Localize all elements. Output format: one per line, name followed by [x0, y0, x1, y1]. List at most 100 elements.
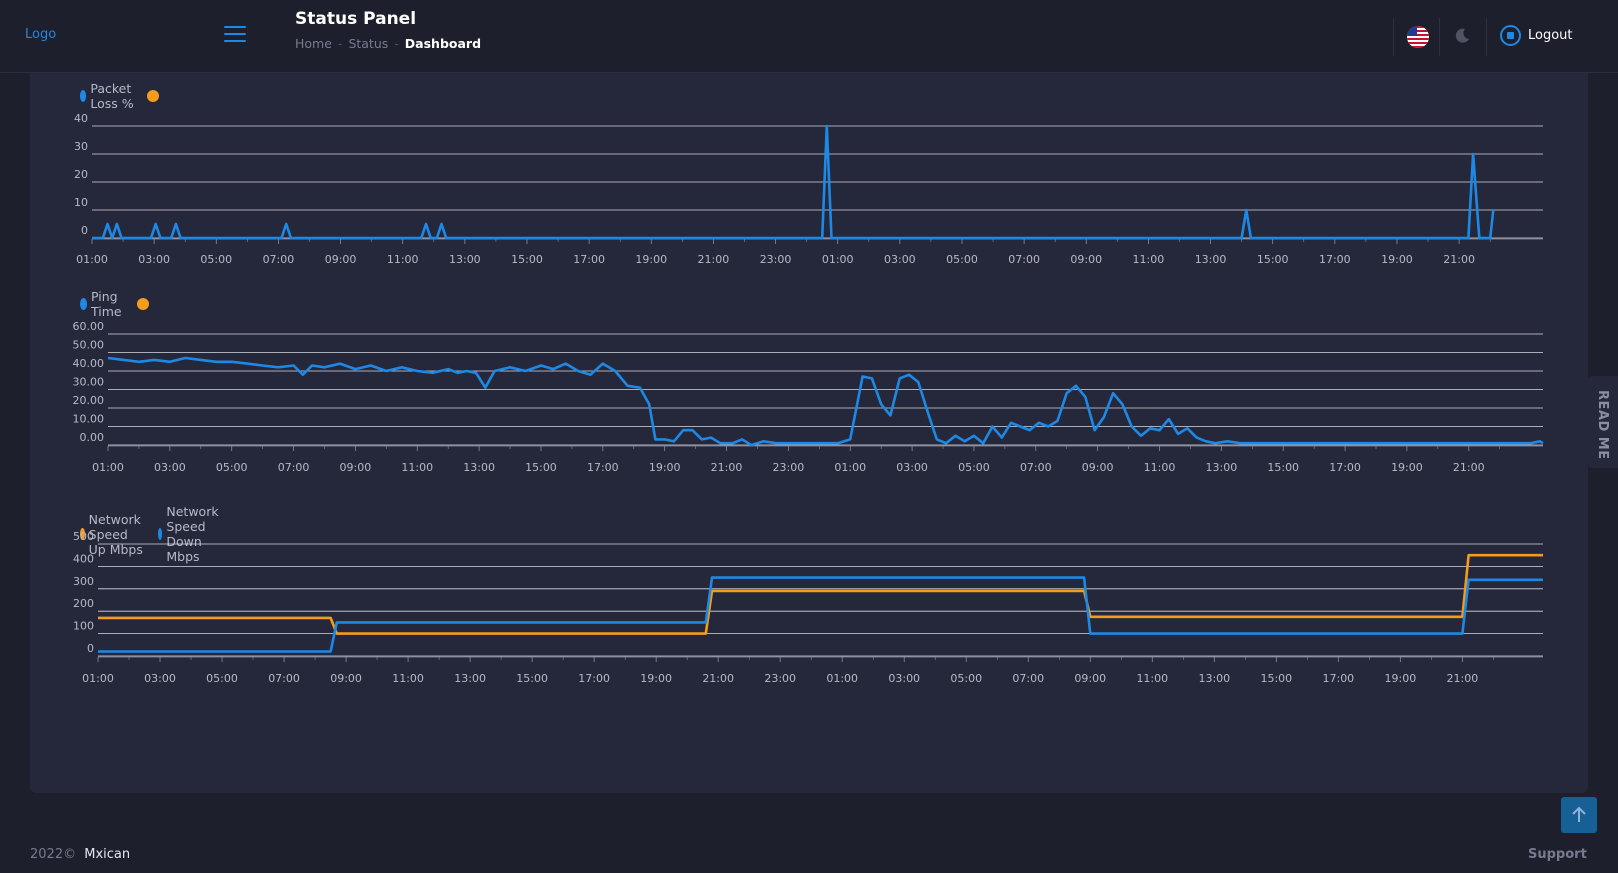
- x-tick-label: 23:00: [764, 672, 796, 685]
- y-tick-label: 0.00: [80, 431, 105, 444]
- x-tick-label: 07:00: [1008, 253, 1040, 266]
- footer-year: 2022©: [30, 847, 77, 862]
- x-tick-label: 19:00: [1391, 461, 1423, 474]
- y-tick-label: 40.00: [73, 357, 105, 370]
- x-tick-label: 07:00: [1020, 461, 1052, 474]
- x-tick-label: 03:00: [884, 253, 916, 266]
- legend-marker: [80, 528, 85, 540]
- x-tick-label: 11:00: [1133, 253, 1165, 266]
- legend-item[interactable]: [136, 298, 153, 310]
- breadcrumb: Home - Status - Dashboard: [295, 36, 481, 51]
- x-tick-label: 03:00: [138, 253, 170, 266]
- x-tick-label: 23:00: [773, 461, 805, 474]
- x-tick-label: 05:00: [216, 461, 248, 474]
- legend-item[interactable]: Network Speed Up Mbps: [80, 512, 148, 557]
- breadcrumb-status[interactable]: Status: [348, 36, 389, 51]
- x-tick-label: 15:00: [516, 672, 548, 685]
- chart-legend: Packet Loss %: [80, 81, 173, 111]
- toolbar-divider: [1439, 18, 1440, 56]
- chart-legend: Network Speed Up Mbps Network Speed Down…: [80, 504, 236, 564]
- logout-label: Logout: [1528, 28, 1573, 43]
- moon-icon[interactable]: [1452, 26, 1472, 46]
- breadcrumb-dashboard: Dashboard: [404, 36, 482, 51]
- x-tick-label: 17:00: [1319, 253, 1351, 266]
- support-link[interactable]: Support: [1528, 847, 1587, 862]
- legend-item[interactable]: [146, 90, 163, 102]
- ping-time-plot[interactable]: 60.00 50.00 40.00 30.00 20.00 10.00 0.00 01:00 0…: [30, 281, 1588, 481]
- x-tick-label: 01:00: [82, 672, 114, 685]
- toolbar-divider: [1486, 18, 1487, 56]
- series-line: [92, 124, 1495, 240]
- x-tick-label: 17:00: [1329, 461, 1361, 474]
- y-tick-label: 0: [87, 642, 94, 655]
- x-tick-label: 03:00: [154, 461, 186, 474]
- y-tick-label: 0: [81, 224, 88, 237]
- y-tick-label: 20: [74, 168, 88, 181]
- legend-item[interactable]: Network Speed Down Mbps: [158, 504, 226, 564]
- x-tick-label: 21:00: [698, 253, 730, 266]
- x-tick-label: 01:00: [826, 672, 858, 685]
- x-tick-label: 03:00: [888, 672, 920, 685]
- y-tick-label: 40: [74, 112, 88, 125]
- x-tick-label: 09:00: [330, 672, 362, 685]
- footer-brand[interactable]: Mxican: [84, 847, 131, 862]
- y-tick-label: 50.00: [73, 339, 105, 352]
- y-tick-label: 60.00: [73, 320, 105, 333]
- legend-marker: [80, 298, 87, 310]
- x-tick-label: 03:00: [144, 672, 176, 685]
- x-tick-label: 07:00: [268, 672, 300, 685]
- y-tick-label: 400: [73, 552, 94, 565]
- scroll-to-top-button[interactable]: [1561, 797, 1597, 833]
- legend-marker: [158, 528, 163, 540]
- packet-loss-plot[interactable]: 40 30 20 10 0 01:00 03:00 05:00 07:00 09:00 11:00 1…: [30, 73, 1588, 273]
- menu-icon[interactable]: [224, 26, 246, 44]
- x-tick-label: 21:00: [711, 461, 743, 474]
- x-tick-label: 05:00: [206, 672, 238, 685]
- x-tick-label: 19:00: [1385, 672, 1417, 685]
- x-tick-label: 11:00: [1144, 461, 1176, 474]
- x-tick-label: 15:00: [511, 253, 543, 266]
- x-tick-label: 23:00: [760, 253, 792, 266]
- arrow-up-icon: [1572, 806, 1586, 822]
- x-tick-label: 09:00: [1070, 253, 1102, 266]
- page-title: Status Panel: [295, 9, 417, 29]
- readme-tab[interactable]: READ ME: [1588, 376, 1618, 468]
- x-tick-label: 01:00: [76, 253, 108, 266]
- x-tick-label: 13:00: [449, 253, 481, 266]
- legend-marker: [80, 90, 87, 102]
- x-tick-label: 11:00: [387, 253, 419, 266]
- x-tick-label: 19:00: [635, 253, 667, 266]
- logout-icon: [1500, 25, 1521, 46]
- x-tick-label: 21:00: [1443, 253, 1475, 266]
- x-tick-label: 17:00: [1322, 672, 1354, 685]
- legend-label: Network Speed Down Mbps: [166, 504, 219, 564]
- legend-item[interactable]: Packet Loss %: [80, 81, 137, 111]
- x-tick-label: 15:00: [1260, 672, 1292, 685]
- x-tick-label: 19:00: [640, 672, 672, 685]
- dashboard-card: Packet Loss % 40 30 20 10 0 01:00 03:00 05:00 07…: [30, 73, 1588, 793]
- y-tick-label: 30.00: [73, 376, 105, 389]
- x-tick-label: 13:00: [1198, 672, 1230, 685]
- legend-marker: [136, 298, 149, 310]
- legend-item[interactable]: Ping Time: [80, 289, 127, 319]
- x-tick-label: 21:00: [1447, 672, 1479, 685]
- x-tick-label: 17:00: [578, 672, 610, 685]
- x-tick-label: 13:00: [454, 672, 486, 685]
- logo[interactable]: Logo: [25, 27, 57, 42]
- legend-marker: [146, 90, 159, 102]
- breadcrumb-home[interactable]: Home: [295, 36, 332, 51]
- network-speed-plot[interactable]: 500 400 300 200 100 0 01:00 03:00 05:00 07:00 09:0…: [30, 496, 1588, 696]
- x-tick-label: 07:00: [1012, 672, 1044, 685]
- y-tick-label: 30: [74, 140, 88, 153]
- x-tick-label: 15:00: [1257, 253, 1289, 266]
- x-tick-label: 05:00: [958, 461, 990, 474]
- x-tick-label: 01:00: [834, 461, 866, 474]
- logout-button[interactable]: Logout: [1500, 25, 1573, 46]
- x-tick-label: 09:00: [1082, 461, 1114, 474]
- x-tick-label: 15:00: [1267, 461, 1299, 474]
- us-flag-icon[interactable]: [1407, 26, 1429, 48]
- x-tick-label: 11:00: [1136, 672, 1168, 685]
- toolbar-divider: [1393, 18, 1394, 56]
- series-line: [98, 553, 1543, 635]
- breadcrumb-separator: -: [337, 36, 343, 51]
